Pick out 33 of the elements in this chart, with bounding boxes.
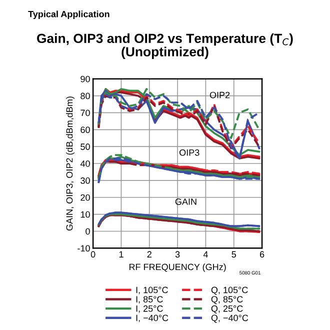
x-tick-label: 4 [203, 251, 208, 258]
x-axis-title: RF FREQUENCY (GHz) [129, 264, 226, 272]
x-tick-label: 5 [232, 251, 236, 258]
annotation: OIP2 [210, 92, 230, 98]
y-tick-label: 70 [80, 110, 90, 116]
legend-label: I, −40°C [136, 314, 168, 322]
legend-label: I, 25°C [136, 305, 163, 313]
x-tick-label: 6 [260, 251, 264, 258]
y-tick-label: 50 [80, 144, 90, 150]
x-tick-label: 2 [147, 251, 152, 258]
y-tick-label: 80 [80, 92, 90, 100]
y-tick-label: 90 [80, 76, 90, 82]
annotation: OIP3 [180, 149, 200, 156]
legend-label: Q, −40°C [211, 314, 248, 323]
legend-label: I, 85°C [136, 296, 163, 304]
x-tick-label: 1 [119, 251, 124, 258]
y-tick-label: 60 [80, 126, 90, 134]
legend-label: Q, 105°C [211, 286, 248, 295]
y-axis-title: GAIN, OIP3, OIP2 (dB,dBm,dBm) [66, 96, 74, 231]
x-tick-label: 3 [175, 251, 180, 258]
y-tick-label: -10 [78, 245, 90, 252]
legend-label: Q, 85°C [211, 296, 243, 304]
annotation: GAIN [175, 198, 196, 205]
y-tick-label: 30 [80, 177, 90, 184]
y-tick-label: 40 [80, 160, 90, 167]
chart-title: Gain, OIP3 and OIP2 vs Temperature (T$_{C}$) (Unoptimized) [37, 33, 293, 60]
y-tick-label: 0 [86, 228, 90, 235]
y-tick-label: 10 [80, 211, 90, 218]
y-tick-label: 20 [80, 194, 90, 201]
text: Typical Application [28, 10, 110, 20]
x-tick-label: 0 [90, 251, 96, 258]
legend-label: I, 105°C [136, 286, 168, 294]
legend-label: Q, 25°C [211, 305, 243, 314]
